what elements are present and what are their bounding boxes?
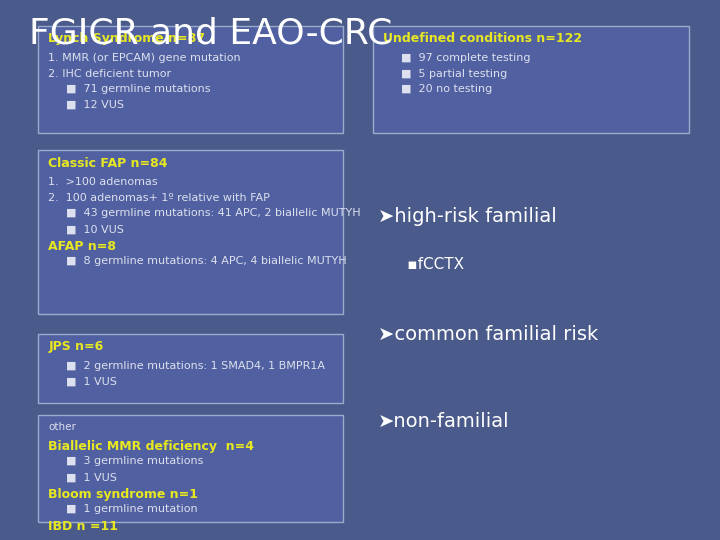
Text: ■  12 VUS: ■ 12 VUS	[66, 100, 125, 110]
Text: JPS n=6: JPS n=6	[48, 340, 104, 353]
Text: Lynch Syndrome n=87: Lynch Syndrome n=87	[48, 32, 205, 45]
Text: ■  2 germline mutations: 1 SMAD4, 1 BMPR1A: ■ 2 germline mutations: 1 SMAD4, 1 BMPR1…	[66, 361, 325, 371]
Text: ■  3 germline mutations: ■ 3 germline mutations	[66, 456, 204, 467]
Text: 2.  100 adenomas+ 1º relative with FAP: 2. 100 adenomas+ 1º relative with FAP	[48, 193, 270, 203]
Text: 2. IHC deficient tumor: 2. IHC deficient tumor	[48, 69, 171, 79]
Text: FGICR and EAO-CRC: FGICR and EAO-CRC	[29, 16, 392, 50]
Text: ➤high-risk familial: ➤high-risk familial	[378, 206, 557, 226]
FancyBboxPatch shape	[38, 26, 343, 133]
Text: AFAP n=8: AFAP n=8	[48, 240, 116, 253]
Text: ➤non-familial: ➤non-familial	[378, 411, 510, 431]
Text: Biallelic MMR deficiency  n=4: Biallelic MMR deficiency n=4	[48, 440, 254, 453]
Text: ■  1 germline mutation: ■ 1 germline mutation	[66, 504, 198, 514]
Text: Undefined conditions n=122: Undefined conditions n=122	[383, 32, 582, 45]
Text: ■  1 VUS: ■ 1 VUS	[66, 472, 117, 482]
Text: ■  1 VUS: ■ 1 VUS	[66, 376, 117, 387]
Text: other: other	[48, 422, 76, 433]
Text: ■  5 partial testing: ■ 5 partial testing	[401, 69, 508, 79]
FancyBboxPatch shape	[38, 334, 343, 403]
FancyBboxPatch shape	[38, 415, 343, 522]
FancyBboxPatch shape	[38, 150, 343, 314]
Text: ■  97 complete testing: ■ 97 complete testing	[401, 53, 531, 63]
Text: ▪fCCTX: ▪fCCTX	[378, 257, 464, 272]
Text: Classic FAP n=84: Classic FAP n=84	[48, 157, 168, 170]
FancyBboxPatch shape	[373, 26, 689, 133]
Text: 1.  >100 adenomas: 1. >100 adenomas	[48, 177, 158, 187]
Text: ■  43 germline mutations: 41 APC, 2 biallelic MUTYH: ■ 43 germline mutations: 41 APC, 2 biall…	[66, 208, 361, 219]
Text: ■  8 germline mutations: 4 APC, 4 biallelic MUTYH: ■ 8 germline mutations: 4 APC, 4 biallel…	[66, 256, 347, 266]
Text: ■  71 germline mutations: ■ 71 germline mutations	[66, 84, 211, 94]
Text: IBD n =11: IBD n =11	[48, 520, 118, 533]
Text: ■  20 no testing: ■ 20 no testing	[401, 84, 492, 94]
Text: 1. MMR (or EPCAM) gene mutation: 1. MMR (or EPCAM) gene mutation	[48, 53, 241, 63]
Text: ■  10 VUS: ■ 10 VUS	[66, 224, 124, 234]
Text: ➤common familial risk: ➤common familial risk	[378, 325, 598, 345]
Text: Bloom syndrome n=1: Bloom syndrome n=1	[48, 488, 198, 501]
